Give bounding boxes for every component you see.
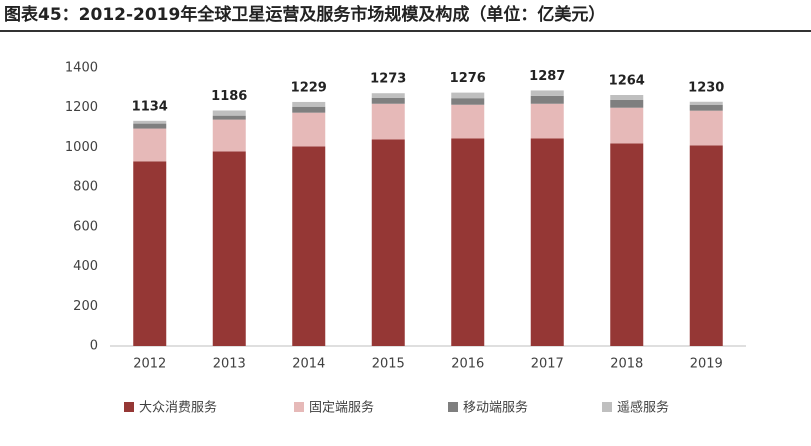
bar-segment: [133, 128, 167, 162]
bar-segment: [133, 120, 167, 124]
bar-segment: [530, 95, 564, 104]
y-tick-label: 600: [73, 219, 98, 234]
x-tick-label: 2019: [690, 357, 723, 372]
bar-segment: [212, 115, 246, 120]
bar-segment: [610, 95, 644, 100]
bar-segment: [689, 110, 723, 146]
y-tick-label: 800: [73, 180, 98, 195]
x-tick-label: 2016: [451, 357, 484, 372]
legend-swatch: [124, 402, 134, 412]
chart-title: 图表45：2012-2019年全球卫星运营及服务市场规模及构成（单位：亿美元）: [4, 4, 605, 25]
total-label: 1229: [291, 80, 327, 95]
legend-swatch: [602, 402, 612, 412]
bar-segment: [610, 143, 644, 346]
x-tick-label: 2013: [213, 357, 246, 372]
legend-swatch: [294, 402, 304, 412]
y-tick-label: 0: [90, 339, 98, 354]
legend-label: 固定端服务: [309, 400, 374, 416]
x-tick-label: 2017: [531, 357, 564, 372]
total-label: 1276: [450, 71, 486, 86]
total-label: 1134: [132, 99, 168, 114]
total-label: 1273: [370, 72, 406, 87]
y-tick-label: 1000: [65, 140, 98, 155]
bar-segment: [689, 104, 723, 111]
x-tick-label: 2014: [292, 357, 325, 372]
bar-segment: [451, 98, 485, 105]
bar-segment: [610, 99, 644, 108]
bar-segment: [371, 93, 405, 98]
bar-segment: [133, 161, 167, 346]
bar-segment: [451, 104, 485, 139]
legend-swatch: [448, 402, 458, 412]
total-label: 1186: [211, 89, 247, 104]
bar-segment: [530, 103, 564, 139]
y-tick-label: 1200: [65, 100, 98, 115]
bar-segment: [451, 92, 485, 99]
bar-segment: [212, 119, 246, 152]
y-tick-label: 200: [73, 299, 98, 314]
bar-segment: [292, 112, 326, 147]
y-tick-label: 1400: [65, 61, 98, 76]
total-label: 1230: [688, 80, 724, 95]
bar-segment: [133, 123, 167, 129]
legend-label: 大众消费服务: [139, 400, 217, 416]
bar-segment: [371, 97, 405, 104]
x-tick-label: 2018: [610, 357, 643, 372]
total-label: 1287: [529, 69, 565, 84]
bar-segment: [610, 107, 644, 144]
bar-segment: [212, 110, 246, 116]
bar-segment: [212, 151, 246, 346]
legend-label: 遥感服务: [617, 400, 669, 416]
bar-segment: [451, 138, 485, 346]
bar-segment: [292, 146, 326, 346]
bar-segment: [371, 139, 405, 346]
x-tick-label: 2015: [372, 357, 405, 372]
bar-segment: [292, 101, 326, 107]
bar-segment: [371, 103, 405, 140]
y-tick-label: 400: [73, 259, 98, 274]
bar-segment: [689, 145, 723, 346]
legend-label: 移动端服务: [463, 400, 528, 416]
x-tick-label: 2012: [133, 357, 166, 372]
bar-segment: [292, 106, 326, 113]
bar-segment: [689, 101, 723, 105]
total-label: 1264: [609, 74, 645, 89]
bar-segment: [530, 90, 564, 96]
bar-segment: [530, 138, 564, 346]
